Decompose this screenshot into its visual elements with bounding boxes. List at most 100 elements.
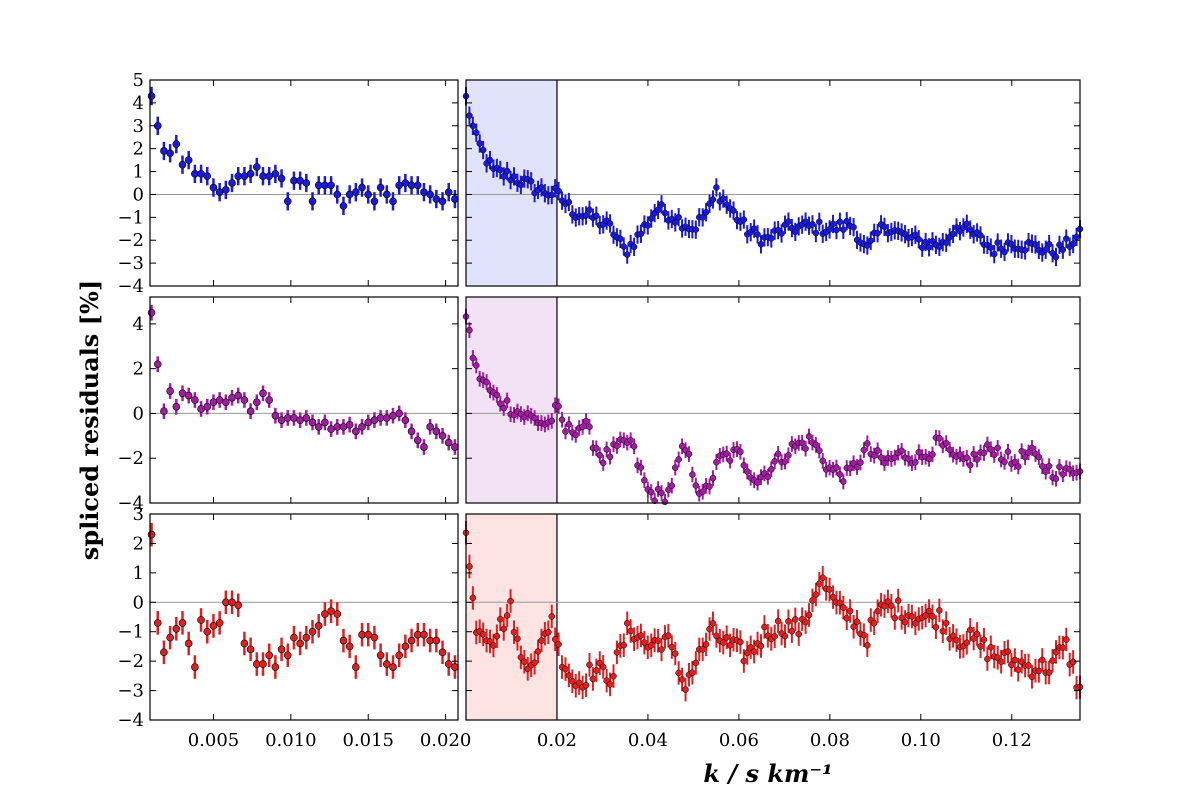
data-point [327,181,335,190]
data-point [754,479,761,486]
data-point [364,630,373,639]
y-tick-label: 0 [133,592,144,613]
data-point [500,404,507,412]
data-point [1004,648,1012,655]
data-point [1039,462,1046,470]
data-point [606,220,614,227]
data-point [203,172,212,180]
data-point [486,156,494,164]
y-tick-label: 3 [133,116,144,137]
y-tick-label: −3 [117,253,144,274]
data-point [352,663,360,671]
left-panel-frame [149,296,459,504]
data-point [963,220,971,228]
x-tick-label: 0.04 [628,730,668,751]
data-point [644,222,652,229]
data-point [805,433,813,440]
data-point [240,396,249,404]
data-point [973,630,981,638]
data-point [689,471,696,478]
data-point [1069,240,1077,248]
data-point [246,407,255,415]
data-point [383,190,391,199]
data-point [665,632,672,639]
data-point [503,167,511,175]
right-panel-frame [465,79,1081,287]
data-point [647,488,655,496]
data-point [682,686,689,693]
data-point [925,607,933,615]
data-point [617,235,624,243]
data-point [829,593,837,601]
data-point [593,667,600,674]
data-point [860,631,868,639]
data-point [699,214,706,221]
data-point [426,190,434,199]
data-point [420,630,428,639]
highlight-region [466,297,557,503]
data-point [308,197,317,206]
data-point [358,423,366,431]
data-point [407,427,416,436]
data-point [527,178,535,185]
data-point [678,676,686,683]
data-point [929,613,936,620]
data-point [548,191,556,199]
data-point [1056,463,1063,471]
data-point [836,471,844,478]
data-point [829,220,837,228]
y-axis-title: spliced residuals [%] [75,280,104,560]
y-tick-label: −1 [117,622,144,643]
data-point [853,618,861,625]
data-point [413,436,422,445]
data-point [565,672,573,679]
data-point [383,660,391,668]
data-point [497,166,504,174]
data-point [572,431,580,439]
data-point [689,669,696,677]
data-point [798,439,806,446]
y-tick-label: −2 [117,230,144,251]
data-point [630,443,638,450]
data-point [744,649,751,657]
data-point [589,675,597,683]
data-point [184,639,193,648]
data-point [203,627,212,636]
data-point [370,633,379,642]
data-point [819,457,826,465]
data-point [860,446,868,454]
x-tick-label: 0.08 [810,730,850,751]
data-point [1035,453,1043,461]
data-point [723,450,730,457]
data-point [881,223,888,231]
data-point [692,482,700,489]
data-point [774,450,782,458]
data-point [1035,667,1043,675]
data-point [172,624,181,633]
data-point [802,618,809,626]
data-point [327,607,335,615]
data-point [466,563,473,570]
data-point [565,421,573,428]
data-point [781,458,789,465]
data-point [1018,447,1025,455]
data-point [918,244,926,251]
data-point [469,594,477,602]
data-point [785,218,792,225]
data-point [147,530,156,539]
data-point [555,187,562,195]
data-point [265,651,273,660]
data-point [395,409,403,418]
data-point [534,648,542,655]
data-point [980,636,988,643]
data-point [713,458,720,466]
data-point [339,202,348,210]
data-point [870,619,878,627]
data-point [987,244,995,251]
right-panel-frame [465,296,1081,504]
data-point [438,432,447,440]
data-point [339,636,348,645]
data-point [593,212,600,219]
data-point [426,423,434,431]
data-point [582,417,590,425]
